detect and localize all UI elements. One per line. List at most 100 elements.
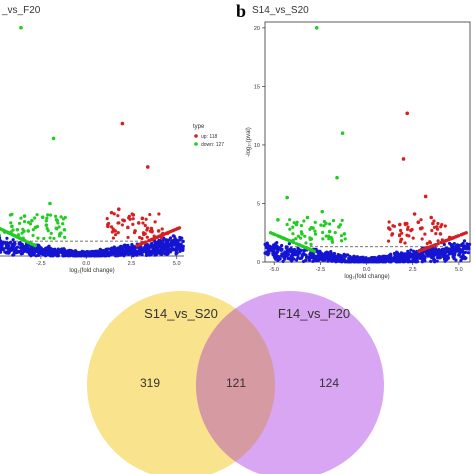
- data-point-up: [454, 234, 459, 239]
- data-point-ns: [333, 257, 337, 261]
- data-point-ns: [92, 254, 96, 258]
- data-point-up: [419, 218, 423, 222]
- volcano-plot-a: _vs_F20 -2.5 0.0 2.5 5.0 log₂(fold change) …: [0, 5, 224, 274]
- data-point-ns: [307, 257, 312, 261]
- data-point-up: [117, 221, 121, 225]
- data-point-ns: [337, 257, 341, 261]
- data-point-ns: [423, 250, 427, 254]
- data-point-down: [309, 226, 313, 230]
- data-point-ns: [287, 242, 291, 246]
- data-point-down: [296, 234, 300, 238]
- data-point-down: [19, 216, 23, 220]
- data-point-down: [58, 232, 62, 236]
- data-point-ns: [378, 259, 382, 263]
- data-point-ns: [272, 250, 276, 255]
- data-point-down: [26, 229, 31, 233]
- data-point-down: [59, 215, 63, 219]
- points-a: [0, 25, 185, 258]
- data-point-ns: [18, 242, 23, 246]
- data-point-ns: [12, 241, 17, 246]
- data-point-up: [105, 217, 109, 221]
- data-point-ns: [47, 244, 51, 248]
- data-point-ns: [139, 251, 143, 255]
- data-point-down: [17, 221, 22, 225]
- x-tick-label: -5.0: [269, 267, 278, 273]
- data-point-up: [416, 220, 421, 224]
- data-point-ns: [49, 246, 53, 251]
- data-point-ns: [156, 251, 160, 255]
- data-point-up: [430, 228, 434, 233]
- data-point-down: [53, 214, 58, 218]
- data-point-ns: [442, 242, 446, 247]
- data-point-down: [29, 241, 33, 246]
- x-ticks-b: -5.0 -2.5 0.0 2.5 5.0: [269, 262, 463, 273]
- data-point-ns: [273, 242, 278, 246]
- data-point-ns: [300, 254, 304, 258]
- data-point-ns: [0, 244, 2, 248]
- data-point-down: [330, 237, 334, 241]
- data-point-ns: [441, 248, 446, 252]
- data-point-up: [177, 226, 181, 230]
- data-point-ns: [114, 254, 118, 258]
- data-point-down: [57, 225, 61, 229]
- data-point-up: [116, 214, 120, 218]
- data-point-down: [340, 131, 345, 136]
- data-point-down: [304, 241, 308, 245]
- data-point-ns: [320, 254, 324, 258]
- data-point-down: [324, 234, 328, 238]
- data-point-ns: [5, 241, 10, 245]
- data-point-ns: [463, 257, 467, 261]
- data-point-ns: [72, 250, 76, 254]
- data-point-up: [140, 216, 145, 221]
- data-point-ns: [68, 250, 72, 254]
- data-point-up: [425, 241, 429, 246]
- data-point-ns: [447, 241, 452, 246]
- x-axis-label-a: log₂(fold change): [69, 268, 114, 274]
- data-point-ns: [55, 254, 59, 258]
- data-point-ns: [122, 245, 127, 249]
- venn-set-left-label: S14_vs_S20: [144, 306, 218, 321]
- data-point-ns: [441, 254, 445, 259]
- x-tick-label: -2.5: [316, 267, 325, 273]
- data-point-ns: [296, 246, 300, 251]
- data-point-down: [45, 226, 49, 231]
- data-point-ns: [401, 252, 405, 256]
- data-point-ns: [19, 245, 23, 249]
- points-b: [263, 26, 472, 264]
- data-point-ns: [121, 252, 125, 257]
- data-point-up: [116, 231, 120, 235]
- data-point-down: [21, 236, 25, 240]
- data-point-ns: [409, 248, 413, 252]
- venn-right-only-count: 124: [319, 376, 339, 390]
- data-point-ns: [44, 246, 48, 250]
- venn-set-right-label: F14_vs_F20: [278, 306, 350, 321]
- data-point-down: [49, 231, 53, 235]
- data-point-ns: [125, 245, 129, 249]
- data-point-down: [15, 227, 20, 232]
- panel-label-b: b: [236, 1, 246, 21]
- data-point-ns: [371, 255, 375, 260]
- data-point-ns: [404, 259, 408, 263]
- data-point-up: [399, 228, 403, 233]
- x-ticks-a: -2.5 0.0 2.5 5.0: [36, 256, 181, 267]
- data-point-down: [305, 215, 310, 220]
- data-point-ns: [406, 249, 410, 253]
- data-point-up: [464, 231, 468, 235]
- data-point-down: [35, 224, 40, 229]
- data-point-up: [436, 221, 440, 226]
- data-point-down: [285, 238, 289, 242]
- data-point-up: [153, 220, 157, 224]
- data-point-ns: [458, 247, 462, 251]
- data-point-up: [423, 194, 428, 199]
- data-point-ns: [280, 243, 284, 248]
- venn-intersection-count: 121: [226, 376, 246, 390]
- data-point-up: [156, 229, 161, 233]
- data-point-up: [135, 244, 139, 248]
- x-tick-label: 0.0: [82, 261, 90, 267]
- data-point-up: [145, 165, 150, 169]
- data-point-up: [434, 232, 438, 236]
- data-point-ns: [280, 252, 284, 256]
- data-point-down: [338, 223, 343, 227]
- data-point-ns: [393, 259, 397, 263]
- data-point-ns: [312, 258, 316, 262]
